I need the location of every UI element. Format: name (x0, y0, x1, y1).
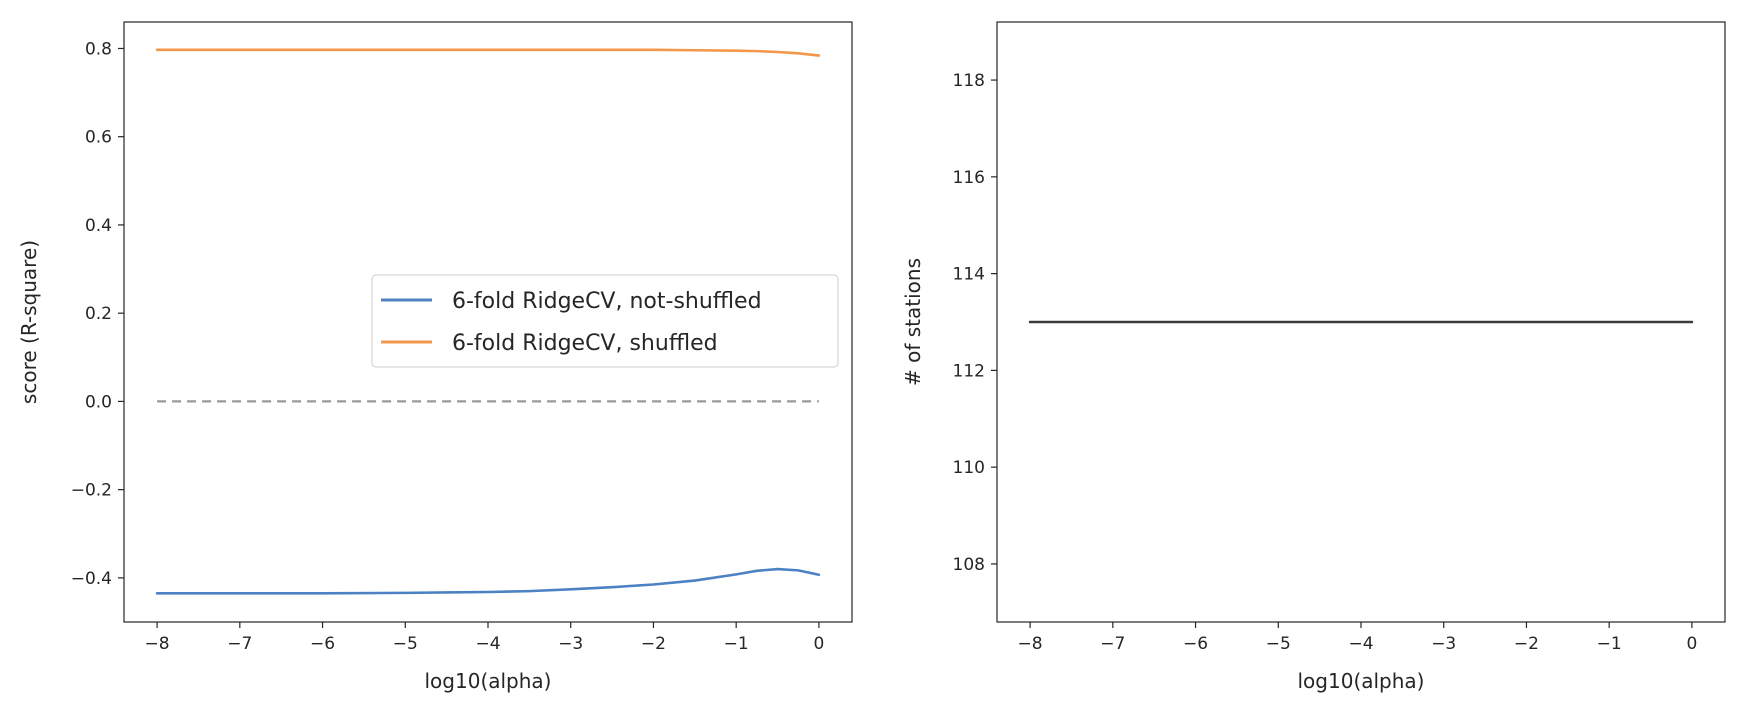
x-tick-label: −6 (1183, 634, 1208, 654)
y-tick-label: 114 (953, 265, 985, 285)
series-line-0 (155, 567, 821, 595)
x-tick-label: −8 (145, 634, 170, 654)
x-axis-ticks: −8 −7 −6 −5 −4 −3 −2 −1 0 (145, 622, 824, 654)
x-tick-label: 0 (813, 634, 824, 654)
y-tick-label: 112 (953, 361, 985, 381)
x-tick-label: −3 (1431, 634, 1456, 654)
x-axis-label: log10(alpha) (425, 669, 552, 693)
x-axis-label: log10(alpha) (1298, 669, 1425, 693)
x-tick-label: −2 (641, 634, 666, 654)
y-tick-label: 110 (953, 458, 985, 478)
legend: 6-fold RidgeCV, not-shuffled 6-fold Ridg… (371, 274, 839, 368)
legend-label-not-shuffled: 6-fold RidgeCV, not-shuffled (452, 289, 762, 314)
y-axis-label: score (R-square) (17, 240, 41, 404)
x-tick-label: −4 (1348, 634, 1373, 654)
y-tick-label: 0.2 (85, 304, 112, 324)
x-tick-label: −7 (227, 634, 252, 654)
y-tick-label: 0.0 (85, 392, 112, 412)
x-tick-label: −7 (1100, 634, 1125, 654)
series-line-1 (155, 48, 821, 57)
stations-panel: −8 −7 −6 −5 −4 −3 −2 −1 0 108 110 112 114 116 118 log… (901, 21, 1726, 693)
x-tick-label: −8 (1018, 634, 1043, 654)
y-axis-label: # of stations (901, 258, 925, 386)
y-tick-label: 118 (953, 71, 985, 91)
x-tick-label: −6 (310, 634, 335, 654)
y-axis-ticks: 108 110 112 114 116 118 (953, 71, 997, 575)
y-tick-label: −0.2 (71, 481, 112, 501)
x-axis-ticks: −8 −7 −6 −5 −4 −3 −2 −1 0 (1018, 622, 1697, 654)
score-panel: −8 −7 −6 −5 −4 −3 −2 −1 0 −0.4 −0.2 0.0 0.2 0.4 0.6 0.… (17, 21, 853, 693)
y-tick-label: 0.4 (85, 216, 112, 236)
y-tick-label: 0.6 (85, 128, 112, 148)
y-tick-label: 108 (953, 555, 985, 575)
y-tick-label: 0.8 (85, 39, 112, 59)
x-tick-label: −5 (1266, 634, 1291, 654)
legend-label-shuffled: 6-fold RidgeCV, shuffled (452, 331, 718, 356)
y-tick-label: −0.4 (71, 569, 112, 589)
y-tick-label: 116 (953, 168, 985, 188)
x-tick-label: −3 (558, 634, 583, 654)
plot-marks (155, 48, 821, 595)
x-tick-label: −1 (724, 634, 749, 654)
x-tick-label: −2 (1514, 634, 1539, 654)
x-tick-label: −1 (1597, 634, 1622, 654)
x-tick-label: −5 (393, 634, 418, 654)
x-tick-label: 0 (1686, 634, 1697, 654)
y-axis-ticks: −0.4 −0.2 0.0 0.2 0.4 0.6 0.8 (71, 39, 124, 589)
x-tick-label: −4 (475, 634, 500, 654)
legend-frame (371, 274, 839, 368)
